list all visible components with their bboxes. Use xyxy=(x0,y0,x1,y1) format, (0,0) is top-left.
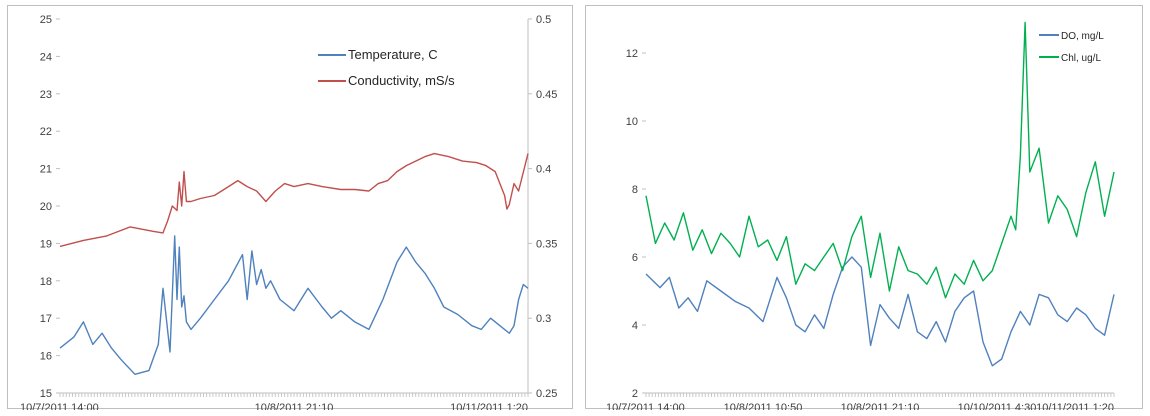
series-line-chl-ug-l xyxy=(645,21,1115,299)
legend-label: Temperature, C xyxy=(348,47,438,62)
chart-left-svg: 15 16 17 18 19 20 21 22 23 24 25 0.25 0.3 0.35 0.4 0.45… xyxy=(20,14,557,410)
y-tick-label: 21 xyxy=(40,164,52,176)
legend-label: Chl, ug/L xyxy=(1061,53,1101,64)
chart-temperature-conductivity: 15 16 17 18 19 20 21 22 23 24 25 0.25 0.3 0.35 0.4 0.45… xyxy=(7,5,573,410)
y-tick-label: 23 xyxy=(40,89,52,101)
x-tick-label: 10/7/2011 14:00 xyxy=(606,402,685,410)
y2-tick-label: 0.35 xyxy=(536,238,557,250)
y-tick-label: 8 xyxy=(632,184,638,196)
y2-tick-label: 0.4 xyxy=(536,164,551,176)
y2-tick-label: 0.3 xyxy=(536,313,551,325)
y-tick-label: 17 xyxy=(40,313,52,325)
y-tick-label: 4 xyxy=(632,320,638,332)
legend-label: Conductivity, mS/s xyxy=(348,73,455,88)
y-tick-label: 20 xyxy=(40,201,52,213)
y-tick-label: 2 xyxy=(632,388,638,400)
y-tick-label: 22 xyxy=(40,126,52,138)
x-tick-label: 10/7/2011 14:00 xyxy=(20,402,99,410)
y-tick-label: 12 xyxy=(626,48,638,60)
x-axis-minor-ticks xyxy=(645,393,1115,397)
series-line-temperature-c xyxy=(59,235,529,375)
y2-tick-label: 0.45 xyxy=(536,89,557,101)
x-tick-label: 10/8/2011 21:10 xyxy=(255,402,334,410)
x-tick-label: 10/10/2011 4:30 xyxy=(958,402,1037,410)
x-tick-label: 10/8/2011 21:10 xyxy=(841,402,920,410)
x-tick-label: 10/8/2011 10:50 xyxy=(724,402,803,410)
y2-tick-label: 0.5 xyxy=(536,14,551,26)
y-tick-label: 6 xyxy=(632,252,638,264)
y-tick-label: 19 xyxy=(40,238,52,250)
legend-label: DO, mg/L xyxy=(1061,31,1104,42)
x-tick-label: 10/11/2011 1:20 xyxy=(1036,402,1114,410)
y2-tick-label: 0.25 xyxy=(536,388,557,400)
y-tick-label: 25 xyxy=(40,14,52,26)
y-tick-label: 10 xyxy=(626,116,638,128)
y-tick-label: 18 xyxy=(40,276,52,288)
y-tick-label: 24 xyxy=(40,51,52,63)
x-axis-minor-ticks xyxy=(59,393,529,397)
y-tick-label: 16 xyxy=(40,351,52,363)
series-line-do-mg-l xyxy=(645,256,1115,367)
y-tick-label: 15 xyxy=(40,388,52,400)
x-tick-label: 10/11/2011 1:20 xyxy=(450,402,528,410)
chart-right-svg: 2 4 6 8 10 12 10/7/2011 14:00 10/8/2011 10:50 10… xyxy=(606,21,1115,410)
series-line-conductivity-ms-s xyxy=(59,152,529,248)
chart-do-chl: 2 4 6 8 10 12 10/7/2011 14:00 10/8/2011 10:50 10… xyxy=(585,5,1143,410)
